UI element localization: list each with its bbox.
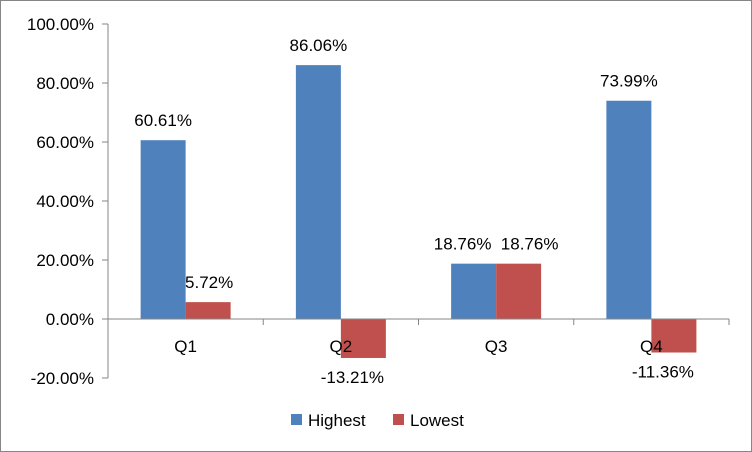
- bar-lowest-q1: [185, 302, 231, 319]
- y-axis: 100.00% 80.00% 60.00% 40.00% 20.00% 0.00% -20.…: [27, 15, 109, 388]
- legend-label-highest: Highest: [308, 411, 366, 430]
- y-tick-label: 60.00%: [36, 133, 94, 152]
- legend-label-lowest: Lowest: [410, 411, 464, 430]
- bars: [140, 65, 697, 358]
- y-tick-label: 0.00%: [46, 310, 94, 329]
- y-tick-label: -20.00%: [31, 369, 94, 388]
- data-label-lowest-q4: -11.36%: [632, 363, 694, 382]
- legend: Highest Lowest: [291, 411, 464, 430]
- bar-lowest-q2: [340, 319, 386, 358]
- bar-lowest-q3: [496, 263, 542, 319]
- data-labels: 60.61% 5.72% 86.06% -13.21% 18.76% 18.76% 73.9…: [134, 36, 694, 387]
- data-label-highest-q2: 86.06%: [290, 36, 348, 55]
- bar-highest-q3: [451, 263, 497, 319]
- legend-swatch-lowest: [393, 414, 404, 425]
- x-tick-label-q4: Q4: [640, 337, 663, 356]
- y-tick-label: 80.00%: [36, 74, 94, 93]
- data-label-lowest-q2: -13.21%: [321, 368, 384, 387]
- bar-highest-q2: [295, 65, 341, 319]
- y-tick-label: 20.00%: [36, 251, 94, 270]
- data-label-highest-q3: 18.76%: [434, 235, 492, 254]
- data-label-lowest-q3: 18.76%: [501, 235, 559, 254]
- data-label-highest-q1: 60.61%: [134, 111, 192, 130]
- bar-lowest-q4: [651, 319, 697, 353]
- y-tick-label: 100.00%: [27, 15, 94, 34]
- x-tick-label-q2: Q2: [330, 337, 353, 356]
- data-label-highest-q4: 73.99%: [600, 72, 658, 91]
- legend-swatch-highest: [291, 414, 302, 425]
- x-axis: Q1 Q2 Q3 Q4: [107, 318, 730, 356]
- data-label-lowest-q1: 5.72%: [185, 273, 233, 292]
- x-tick-label-q3: Q3: [485, 337, 508, 356]
- x-tick-label-q1: Q1: [174, 337, 197, 356]
- y-tick-label: 40.00%: [36, 192, 94, 211]
- bar-highest-q1: [140, 140, 186, 319]
- bar-highest-q4: [606, 100, 652, 320]
